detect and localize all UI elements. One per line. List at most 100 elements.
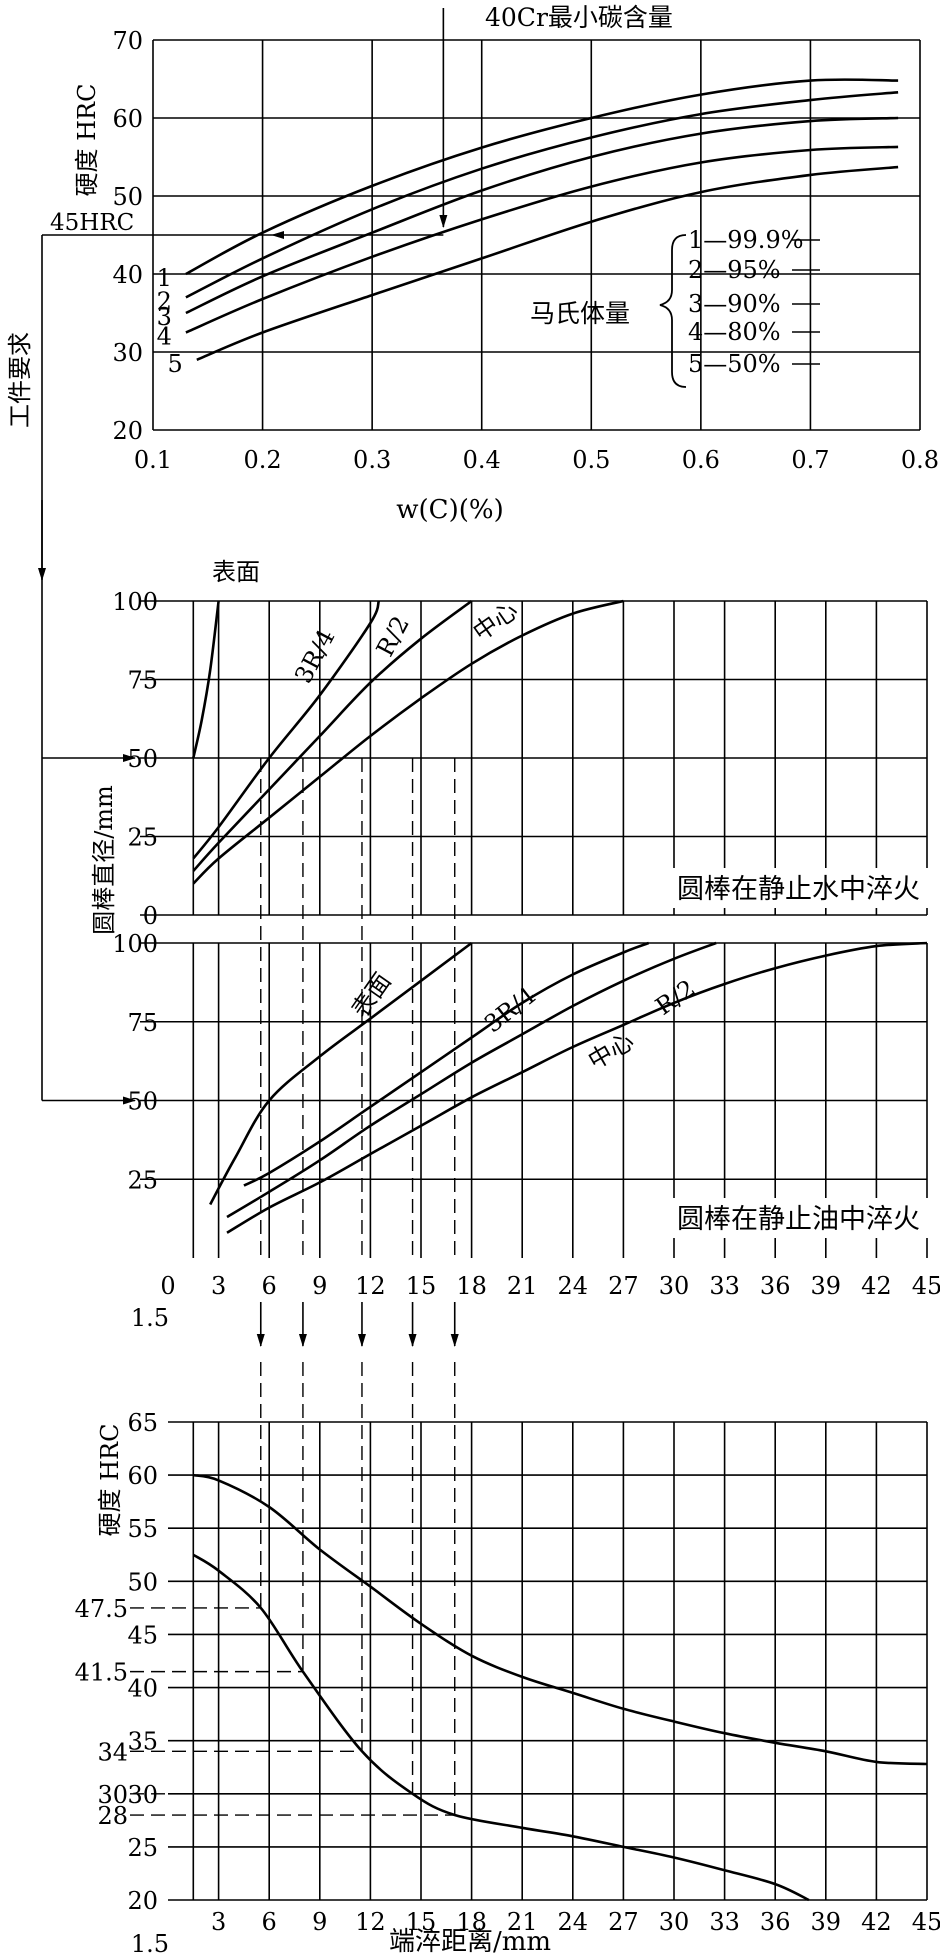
jominy-x-tick: 42	[861, 1908, 892, 1936]
hardness-mark-label: 34	[97, 1738, 128, 1766]
oil-x-tick: 45	[912, 1272, 940, 1300]
carbon-y-tick: 50	[112, 183, 143, 211]
oil-x-tick: 9	[312, 1272, 327, 1300]
oil-x-tick: 6	[262, 1272, 277, 1300]
oil-x-tick: 33	[709, 1272, 740, 1300]
oil-chart-title: 圆棒在静止油中淬火	[677, 1204, 920, 1235]
carbon-series-number: 3	[157, 303, 172, 331]
carbon-x-tick: 0.5	[572, 446, 610, 474]
jominy-y-tick: 20	[127, 1887, 158, 1915]
series-line-4	[185, 145, 899, 334]
chart-connectors	[38, 234, 459, 1816]
carbon-x-tick: 0.2	[243, 446, 281, 474]
carbon-x-tick: 0.4	[463, 446, 501, 474]
carbon-y-tick: 20	[112, 417, 143, 445]
oil-x-tick: 27	[608, 1272, 639, 1300]
legend-brace	[659, 234, 687, 388]
oil-x-tick: 0	[160, 1272, 175, 1300]
jominy-y-tick: 50	[127, 1568, 158, 1596]
series-line-表面	[192, 600, 220, 759]
carbon-y-tick: 40	[112, 261, 143, 289]
jominy-x-tick: 12	[355, 1908, 386, 1936]
jominy-x-tick: 15	[406, 1908, 437, 1936]
jominy-x-tick: 3	[211, 1908, 226, 1936]
series-line-中心	[226, 941, 928, 1234]
annotation-45hrc: 45HRC	[50, 210, 134, 236]
hardness-mark-label: 30	[97, 1781, 128, 1809]
jominy-y-tick: 45	[127, 1621, 158, 1649]
series-line-1	[185, 78, 899, 276]
jominy-y-tick: 65	[127, 1409, 158, 1437]
carbon-x-tick: 0.1	[134, 446, 172, 474]
oil-x-tick: 24	[558, 1272, 589, 1300]
carbon-series-number: 2	[157, 287, 172, 315]
oil-x-tick: 42	[861, 1272, 892, 1300]
carbon-series-number: 5	[168, 350, 183, 378]
jominy-x-tick: 24	[558, 1908, 589, 1936]
water-series-label: 表面	[212, 558, 260, 586]
jominy-x-tick: 39	[811, 1908, 842, 1936]
legend-item: 2—95%	[688, 256, 781, 284]
carbon-y-tick: 60	[112, 105, 143, 133]
oil-x-tick-extra: 1.5	[131, 1304, 169, 1332]
oil-x-tick: 30	[659, 1272, 690, 1300]
carbon-x-tick: 0.6	[682, 446, 720, 474]
carbon-x-tick: 0.7	[791, 446, 829, 474]
jominy-y-tick: 60	[127, 1462, 158, 1490]
legend-item: 1—99.9%	[688, 226, 804, 254]
oil-title-bg	[640, 1198, 940, 1238]
hardness-mark-label: 47.5	[75, 1595, 128, 1623]
carbon-chart-series	[185, 78, 899, 362]
jominy-x-tick: 30	[659, 1908, 690, 1936]
legend-title: 马氏体量	[530, 299, 630, 328]
water-y-tick: 25	[127, 824, 158, 852]
jominy-x-tick: 45	[912, 1908, 940, 1936]
water-title-bg	[640, 868, 940, 908]
carbon-series-number: 1	[157, 264, 172, 292]
series-line-R/2	[192, 599, 473, 872]
jominy-y-tick: 25	[127, 1834, 158, 1862]
series-line-表面	[209, 941, 473, 1206]
series-line-lower	[192, 1553, 810, 1902]
water-chart-series	[192, 599, 624, 885]
jominy-x-tick: 33	[709, 1908, 740, 1936]
oil-chart-series	[209, 941, 928, 1234]
water-y-tick: 0	[143, 902, 158, 930]
carbon-chart-ticks: 0.1 0.2 0.3 0.4 0.5 0.6 0.7 0.8 20 30 40 50 60 70	[112, 27, 939, 474]
hardness-mark-label: 41.5	[75, 1659, 128, 1687]
jominy-x-tick: 27	[608, 1908, 639, 1936]
legend-items: 1—99.9%2—95% 3—90%4—80% 5—50%	[271, 8, 820, 378]
oil-y-tick: 100	[112, 930, 158, 958]
legend-item: 4—80%	[688, 318, 781, 346]
jominy-x-tick: 21	[507, 1908, 538, 1936]
series-line-3	[185, 116, 899, 315]
series-line-R/2	[226, 941, 717, 1219]
carbon-series-number: 4	[157, 323, 172, 351]
jominy-y-tick: 40	[127, 1675, 158, 1703]
series-line-3R/4	[243, 941, 650, 1187]
oil-x-tick: 21	[507, 1272, 538, 1300]
jominy-y-tick: 30	[127, 1781, 158, 1809]
jominy-x-tick: 9	[312, 1908, 327, 1936]
jominy-y-tick: 55	[127, 1515, 158, 1543]
carbon-y-tick: 70	[112, 27, 143, 55]
oil-series-label: 表面	[346, 968, 396, 1023]
jominy-x-tick: 18	[456, 1908, 487, 1936]
legend-item: 5—50%	[688, 350, 781, 378]
water-y-tick: 50	[127, 745, 158, 773]
series-line-upper	[193, 1473, 928, 1766]
jominy-x-tick-extra: 1.5	[131, 1930, 169, 1956]
oil-chart-ylabel-diameter: 圆棒直径/mm	[90, 785, 118, 935]
hardness-mark-label: 28	[97, 1802, 128, 1830]
legend-item: 3—90%	[688, 290, 781, 318]
jominy-x-tick: 36	[760, 1908, 791, 1936]
oil-y-tick: 75	[127, 1009, 158, 1037]
